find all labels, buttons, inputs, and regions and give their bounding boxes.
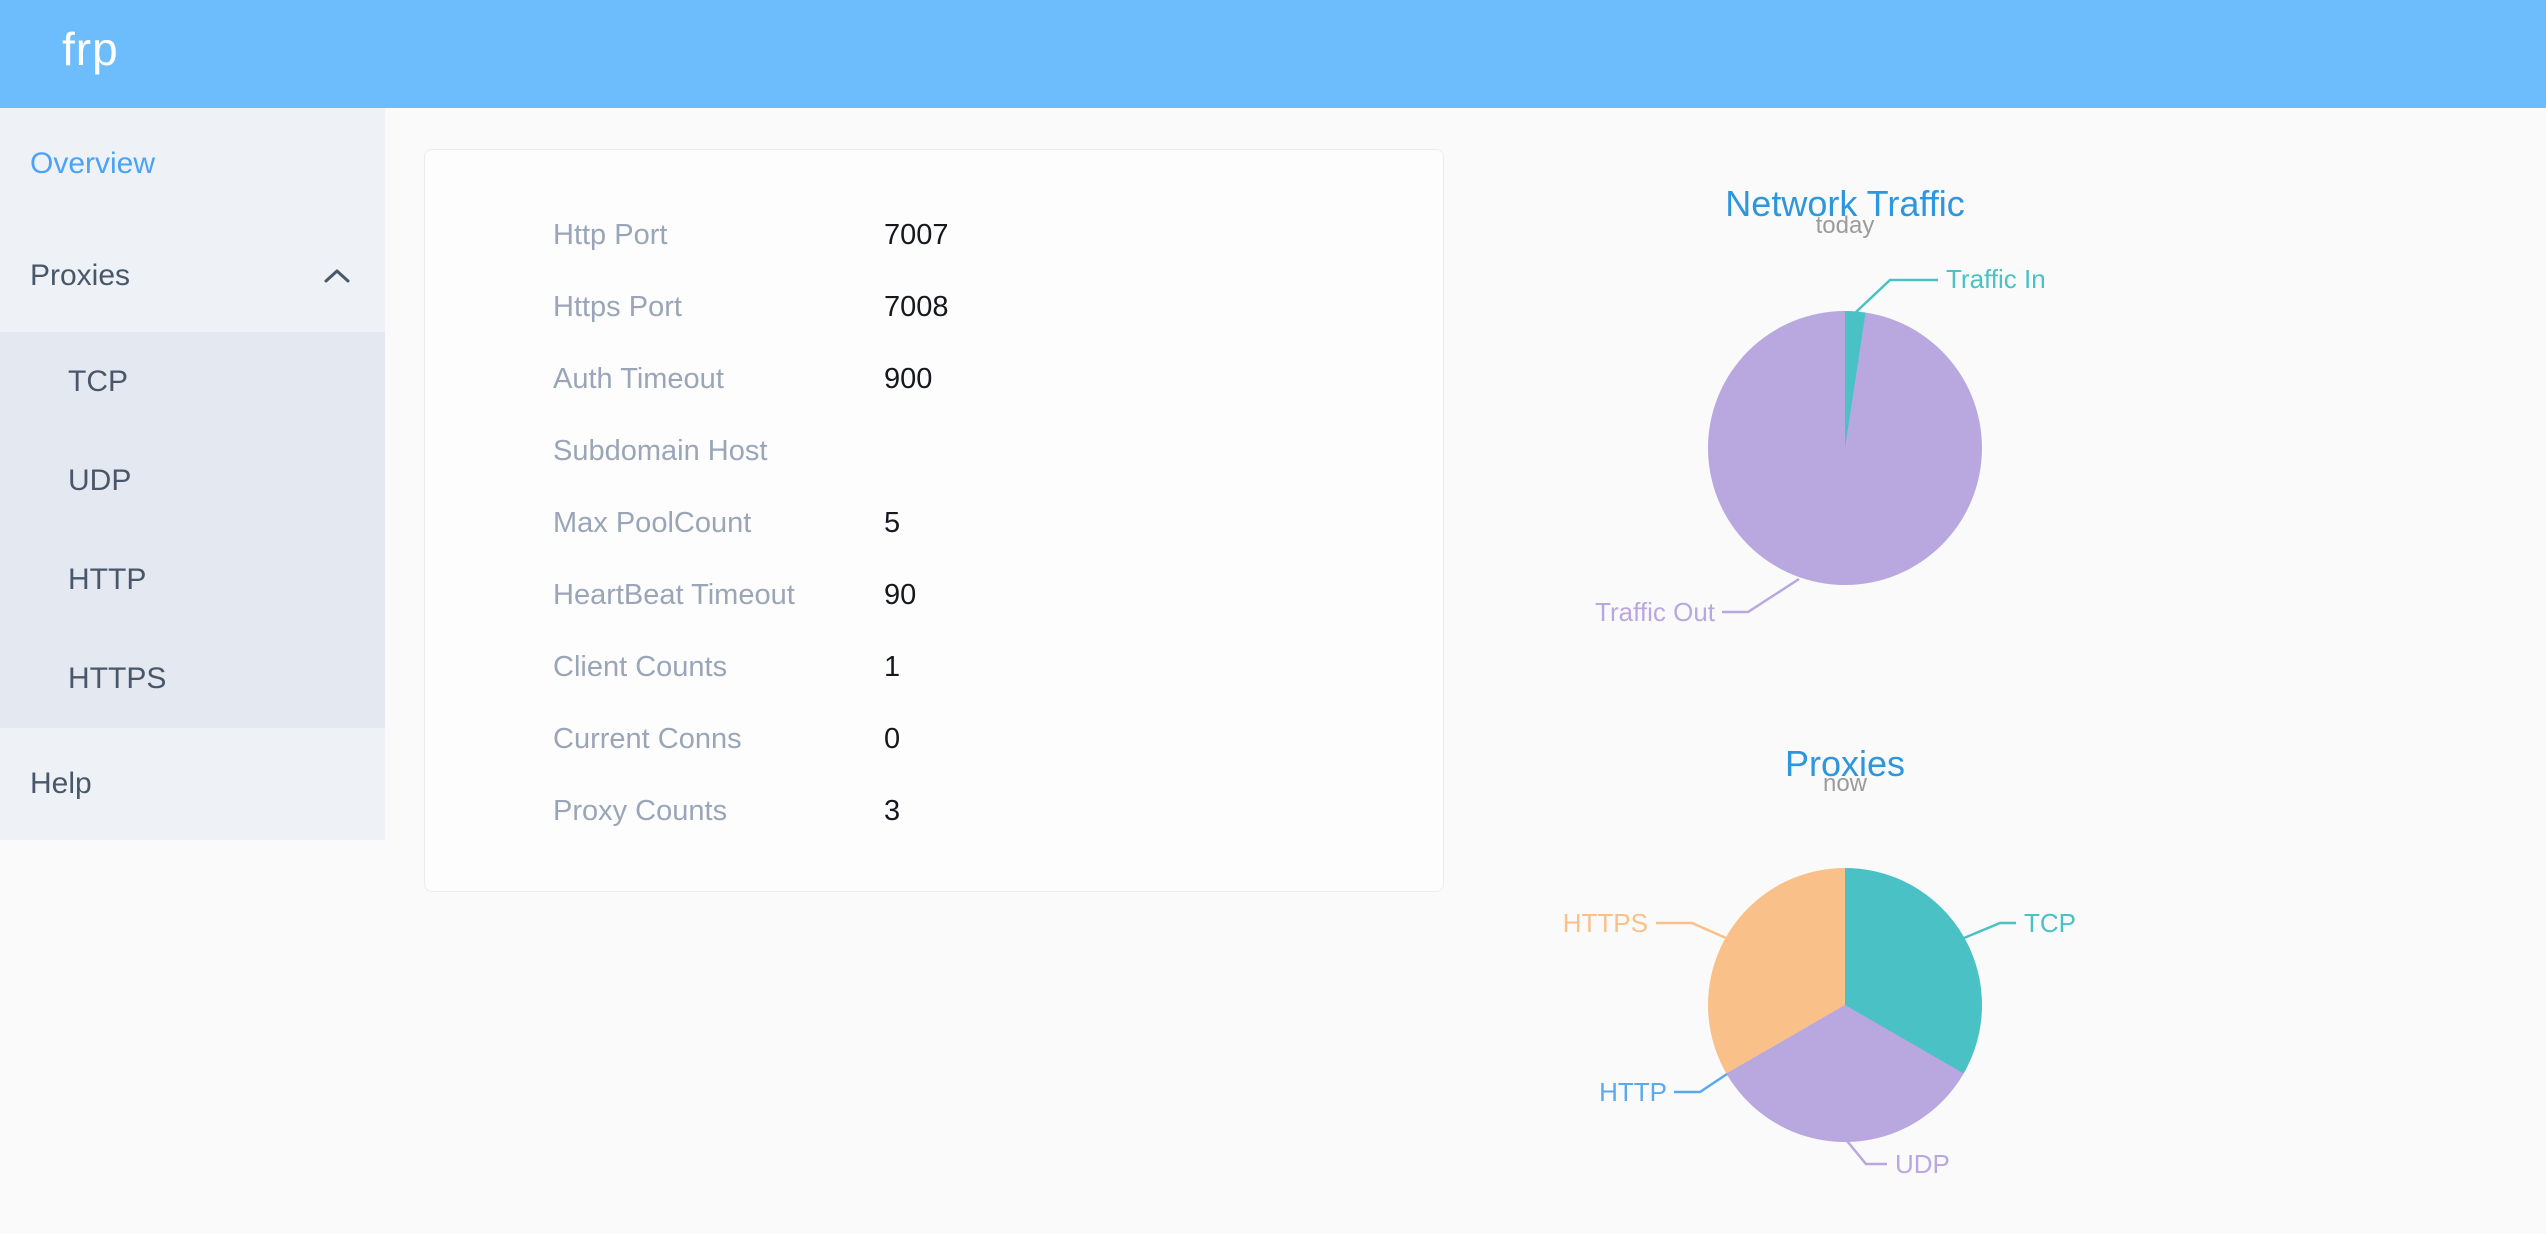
sidebar-item-udp[interactable]: UDP bbox=[68, 464, 132, 497]
sidebar: Overview Proxies TCP UDP HTTP HTTPS Help bbox=[0, 108, 385, 840]
pie-label-https: HTTPS bbox=[1562, 908, 1648, 938]
app-logo: frp bbox=[62, 23, 119, 75]
sidebar-item-http[interactable]: HTTP bbox=[68, 563, 147, 596]
proxies-submenu: TCP UDP HTTP HTTPS bbox=[0, 332, 385, 728]
config-label: HeartBeat Timeout bbox=[553, 579, 795, 611]
config-value: 5 bbox=[884, 507, 901, 539]
config-label: Current Conns bbox=[553, 723, 742, 755]
config-label: Https Port bbox=[553, 291, 682, 323]
leader-line-udp bbox=[1846, 1140, 1887, 1166]
config-label: Max PoolCount bbox=[553, 507, 752, 539]
pie-label-traffic-out: Traffic Out bbox=[1595, 597, 1715, 627]
pie-label-udp: UDP bbox=[1895, 1149, 1950, 1179]
proxies-pie[interactable] bbox=[1708, 868, 1982, 1142]
network-traffic-title: Network Traffic bbox=[1725, 182, 1965, 224]
leader-line-traffic-out bbox=[1722, 577, 1800, 614]
app-header: frp bbox=[0, 0, 2546, 108]
pie-label-tcp: TCP bbox=[2024, 908, 2076, 938]
network-traffic-pie[interactable] bbox=[1708, 311, 1982, 585]
pie-label-http: HTTP bbox=[1599, 1077, 1667, 1107]
sidebar-item-proxies[interactable]: Proxies bbox=[0, 220, 385, 332]
leader-line-tcp bbox=[1963, 921, 2016, 940]
config-value: 0 bbox=[884, 723, 901, 755]
sidebar-item-label: Proxies bbox=[30, 259, 131, 292]
config-value: 900 bbox=[884, 363, 933, 395]
config-row: Current Conns 0 bbox=[425, 703, 1443, 775]
sidebar-item-label: Overview bbox=[30, 147, 156, 180]
network-traffic-subtitle: today bbox=[1815, 212, 1875, 239]
config-label: Subdomain Host bbox=[553, 435, 768, 467]
sidebar-item-tcp[interactable]: TCP bbox=[68, 365, 128, 398]
leader-line-traffic-in bbox=[1855, 278, 1938, 313]
sidebar-item-overview[interactable]: Overview bbox=[0, 108, 385, 220]
config-value: 7007 bbox=[884, 219, 949, 251]
config-value: 3 bbox=[884, 795, 901, 827]
config-row: Https Port 7008 bbox=[425, 271, 1443, 343]
config-label: Proxy Counts bbox=[553, 795, 728, 827]
config-value: 7008 bbox=[884, 291, 949, 323]
config-row: Subdomain Host bbox=[425, 415, 1443, 487]
config-label: Http Port bbox=[553, 219, 668, 251]
sidebar-item-https[interactable]: HTTPS bbox=[68, 662, 167, 695]
server-config-card: Http Port 7007 Https Port 7008 Auth Time… bbox=[424, 149, 1444, 892]
config-row: Auth Timeout 900 bbox=[425, 343, 1443, 415]
leader-line-https bbox=[1656, 921, 1727, 940]
sidebar-item-help[interactable]: Help bbox=[0, 728, 385, 840]
config-value: 90 bbox=[884, 579, 917, 611]
config-row: Client Counts 1 bbox=[425, 631, 1443, 703]
pie-label-traffic-in: Traffic In bbox=[1946, 264, 2046, 294]
proxies-chart-subtitle: now bbox=[1822, 770, 1868, 797]
config-row: HeartBeat Timeout 90 bbox=[425, 559, 1443, 631]
config-row: Max PoolCount 5 bbox=[425, 487, 1443, 559]
proxies-chart-title: Proxies bbox=[1784, 742, 1906, 784]
leader-line-http bbox=[1674, 1072, 1728, 1094]
config-label: Auth Timeout bbox=[553, 363, 724, 395]
config-row: Http Port 7007 bbox=[425, 199, 1443, 271]
chevron-up-icon[interactable] bbox=[323, 268, 351, 284]
config-row: Proxy Counts 3 bbox=[425, 775, 1443, 847]
config-value: 1 bbox=[884, 651, 901, 683]
config-label: Client Counts bbox=[553, 651, 728, 683]
sidebar-item-label: Help bbox=[30, 767, 92, 800]
